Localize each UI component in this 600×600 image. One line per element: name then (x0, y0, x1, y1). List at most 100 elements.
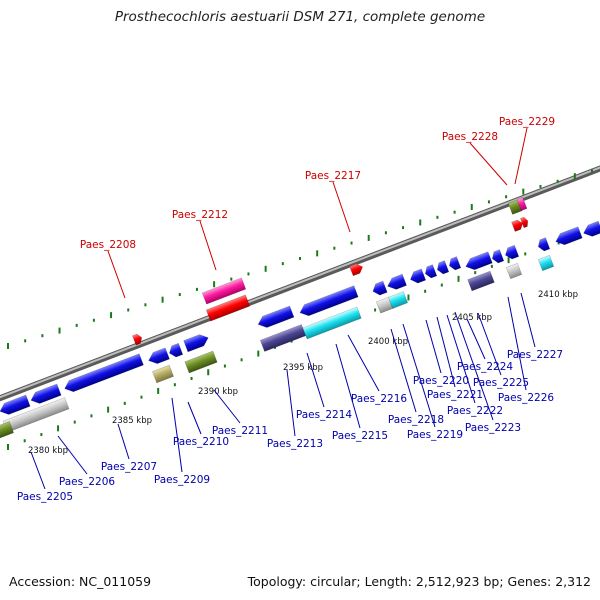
gene-arrow (148, 347, 170, 364)
tick-label: 2405 kbp (452, 313, 492, 323)
gene-label-paes-2206[interactable]: Paes_2206 (57, 435, 116, 488)
gene-arrow (511, 219, 524, 232)
gene-label-paes-2218[interactable]: Paes_2218 (388, 328, 444, 426)
gene-label-paes-2213[interactable]: Paes_2213 (267, 369, 323, 450)
gene-label-text: Paes_2213 (267, 438, 323, 450)
gene-arrow (436, 260, 450, 275)
gene-label-paes-2225[interactable]: Paes_2225 (473, 312, 529, 389)
gene-box (201, 277, 247, 305)
gene-arrow (583, 220, 600, 237)
gene-label-text: Paes_2216 (351, 393, 408, 405)
gene-arrow (349, 263, 363, 277)
gene-box (152, 364, 174, 384)
gene-label-text: Paes_2224 (457, 361, 514, 373)
gene-arrow (537, 237, 551, 252)
gene-label-paes-2224[interactable]: Paes_2224 (457, 318, 514, 373)
gene-label-paes-2207[interactable]: Paes_2207 (101, 423, 157, 473)
gene-label-text: Paes_2228 (442, 131, 498, 143)
gene-arrow (372, 280, 388, 296)
gene-arrow (448, 256, 462, 271)
map-title: Prosthecochloris aestuarii DSM 271, comp… (114, 9, 486, 25)
gene-label-text: Paes_2221 (427, 389, 483, 401)
genome-summary-text: Topology: circular; Length: 2,512,923 bp… (247, 574, 591, 589)
gene-label-paes-2216[interactable]: Paes_2216 (347, 334, 408, 405)
gene-arrow (257, 305, 295, 328)
gene-label-text: Paes_2225 (473, 377, 529, 389)
gene-label-text: Paes_2218 (388, 414, 444, 426)
gene-box (184, 350, 218, 374)
gene-arrow (424, 264, 438, 279)
gene-box (537, 254, 555, 272)
gene-label-paes-2211[interactable]: Paes_2211 (212, 389, 268, 437)
gene-arrow (169, 342, 184, 358)
gene-arrow (183, 334, 209, 353)
gene-label-paes-2217[interactable]: Paes_2217 (305, 170, 361, 233)
gene-label-paes-2227[interactable]: Paes_2227 (507, 292, 563, 361)
gene-label-paes-2205[interactable]: Paes_2205 (17, 451, 73, 503)
gene-label-text: Paes_2222 (447, 405, 503, 417)
gene-arrow (505, 244, 520, 260)
tick-label: 2390 kbp (198, 387, 238, 397)
gene-box (505, 262, 523, 280)
gene-box (302, 306, 362, 340)
gene-label-paes-2226[interactable]: Paes_2226 (498, 296, 555, 404)
gene-label-text: Paes_2211 (212, 425, 268, 437)
gene-box (259, 324, 307, 352)
gene-label-text: Paes_2212 (172, 209, 228, 221)
gene-box (375, 296, 395, 314)
gene-label-paes-2210[interactable]: Paes_2210 (173, 401, 229, 448)
gene-arrow (555, 226, 583, 246)
gene-label-text: Paes_2219 (407, 429, 463, 441)
gene-label-paes-2221[interactable]: Paes_2221 (427, 316, 483, 401)
gene-arrow (410, 268, 427, 284)
upper-tick-track (7, 169, 593, 349)
gene-box (387, 291, 409, 309)
gene-label-text: Paes_2209 (154, 474, 210, 486)
gene-label-text: Paes_2207 (101, 461, 157, 473)
tick-label: 2380 kbp (28, 446, 68, 456)
gene-arrow (299, 285, 359, 317)
gene-label-text: Paes_2205 (17, 491, 73, 503)
gene-label-text: Paes_2215 (332, 430, 388, 442)
gene-label-text: Paes_2214 (296, 409, 353, 421)
gene-label-paes-2208[interactable]: Paes_2208 (80, 239, 136, 299)
gene-arrow (465, 251, 493, 271)
gene-label-paes-2219[interactable]: Paes_2219 (402, 323, 463, 441)
gene-label-paes-2223[interactable]: Paes_2223 (454, 311, 521, 434)
tick-label: 2400 kbp (368, 337, 408, 347)
gene-label-text: Paes_2226 (498, 392, 555, 404)
tick-label: 2395 kbp (283, 363, 323, 373)
gene-label-text: Paes_2229 (499, 116, 555, 128)
gene-label-text: Paes_2208 (80, 239, 136, 251)
gene-label-paes-2214[interactable]: Paes_2214 (296, 352, 353, 421)
gene-label-text: Paes_2210 (173, 436, 229, 448)
gene-arrow (132, 333, 143, 346)
gene-box (516, 196, 528, 212)
gene-arrow (520, 216, 529, 229)
gene-label-paes-2228[interactable]: Paes_2228 (442, 131, 508, 186)
gene-arrow (491, 249, 505, 264)
gene-label-text: Paes_2227 (507, 349, 563, 361)
gene-box (467, 270, 495, 292)
gene-arrow (30, 383, 62, 404)
gene-label-paes-2215[interactable]: Paes_2215 (332, 343, 388, 442)
gene-label-paes-2220[interactable]: Paes_2220 (413, 319, 469, 387)
gene-arrow (0, 394, 31, 415)
gene-label-paes-2229[interactable]: Paes_2229 (499, 116, 555, 185)
gene-label-paes-2209[interactable]: Paes_2209 (154, 397, 210, 486)
gene-label-paes-2212[interactable]: Paes_2212 (172, 209, 228, 271)
gene-label-text: Paes_2223 (465, 422, 521, 434)
gene-label-text: Paes_2220 (413, 375, 469, 387)
accession-text: Accession: NC_011059 (9, 574, 152, 589)
gene-box (0, 421, 15, 439)
gene-arrow (387, 273, 407, 290)
gene-label-text: Paes_2217 (305, 170, 361, 182)
gene-box (507, 199, 523, 215)
tick-label: 2410 kbp (538, 290, 578, 300)
gene-arrow (64, 353, 144, 393)
gene-label-text: Paes_2206 (59, 476, 116, 488)
tick-label: 2385 kbp (112, 416, 152, 426)
genome-backbone (0, 165, 600, 402)
gene-box (205, 294, 251, 322)
